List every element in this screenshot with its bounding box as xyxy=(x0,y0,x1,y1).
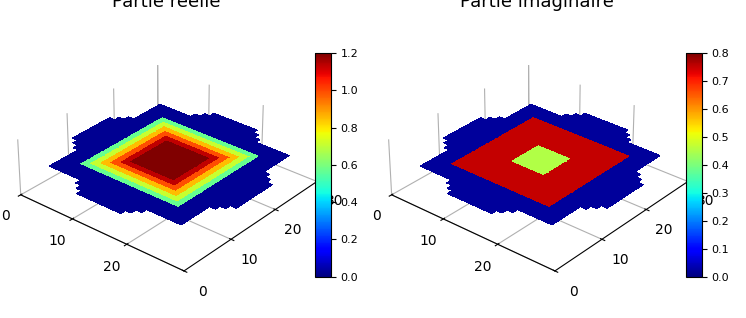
Title: Partie réelle: Partie réelle xyxy=(112,0,220,11)
Title: Partie imaginaire: Partie imaginaire xyxy=(460,0,614,11)
